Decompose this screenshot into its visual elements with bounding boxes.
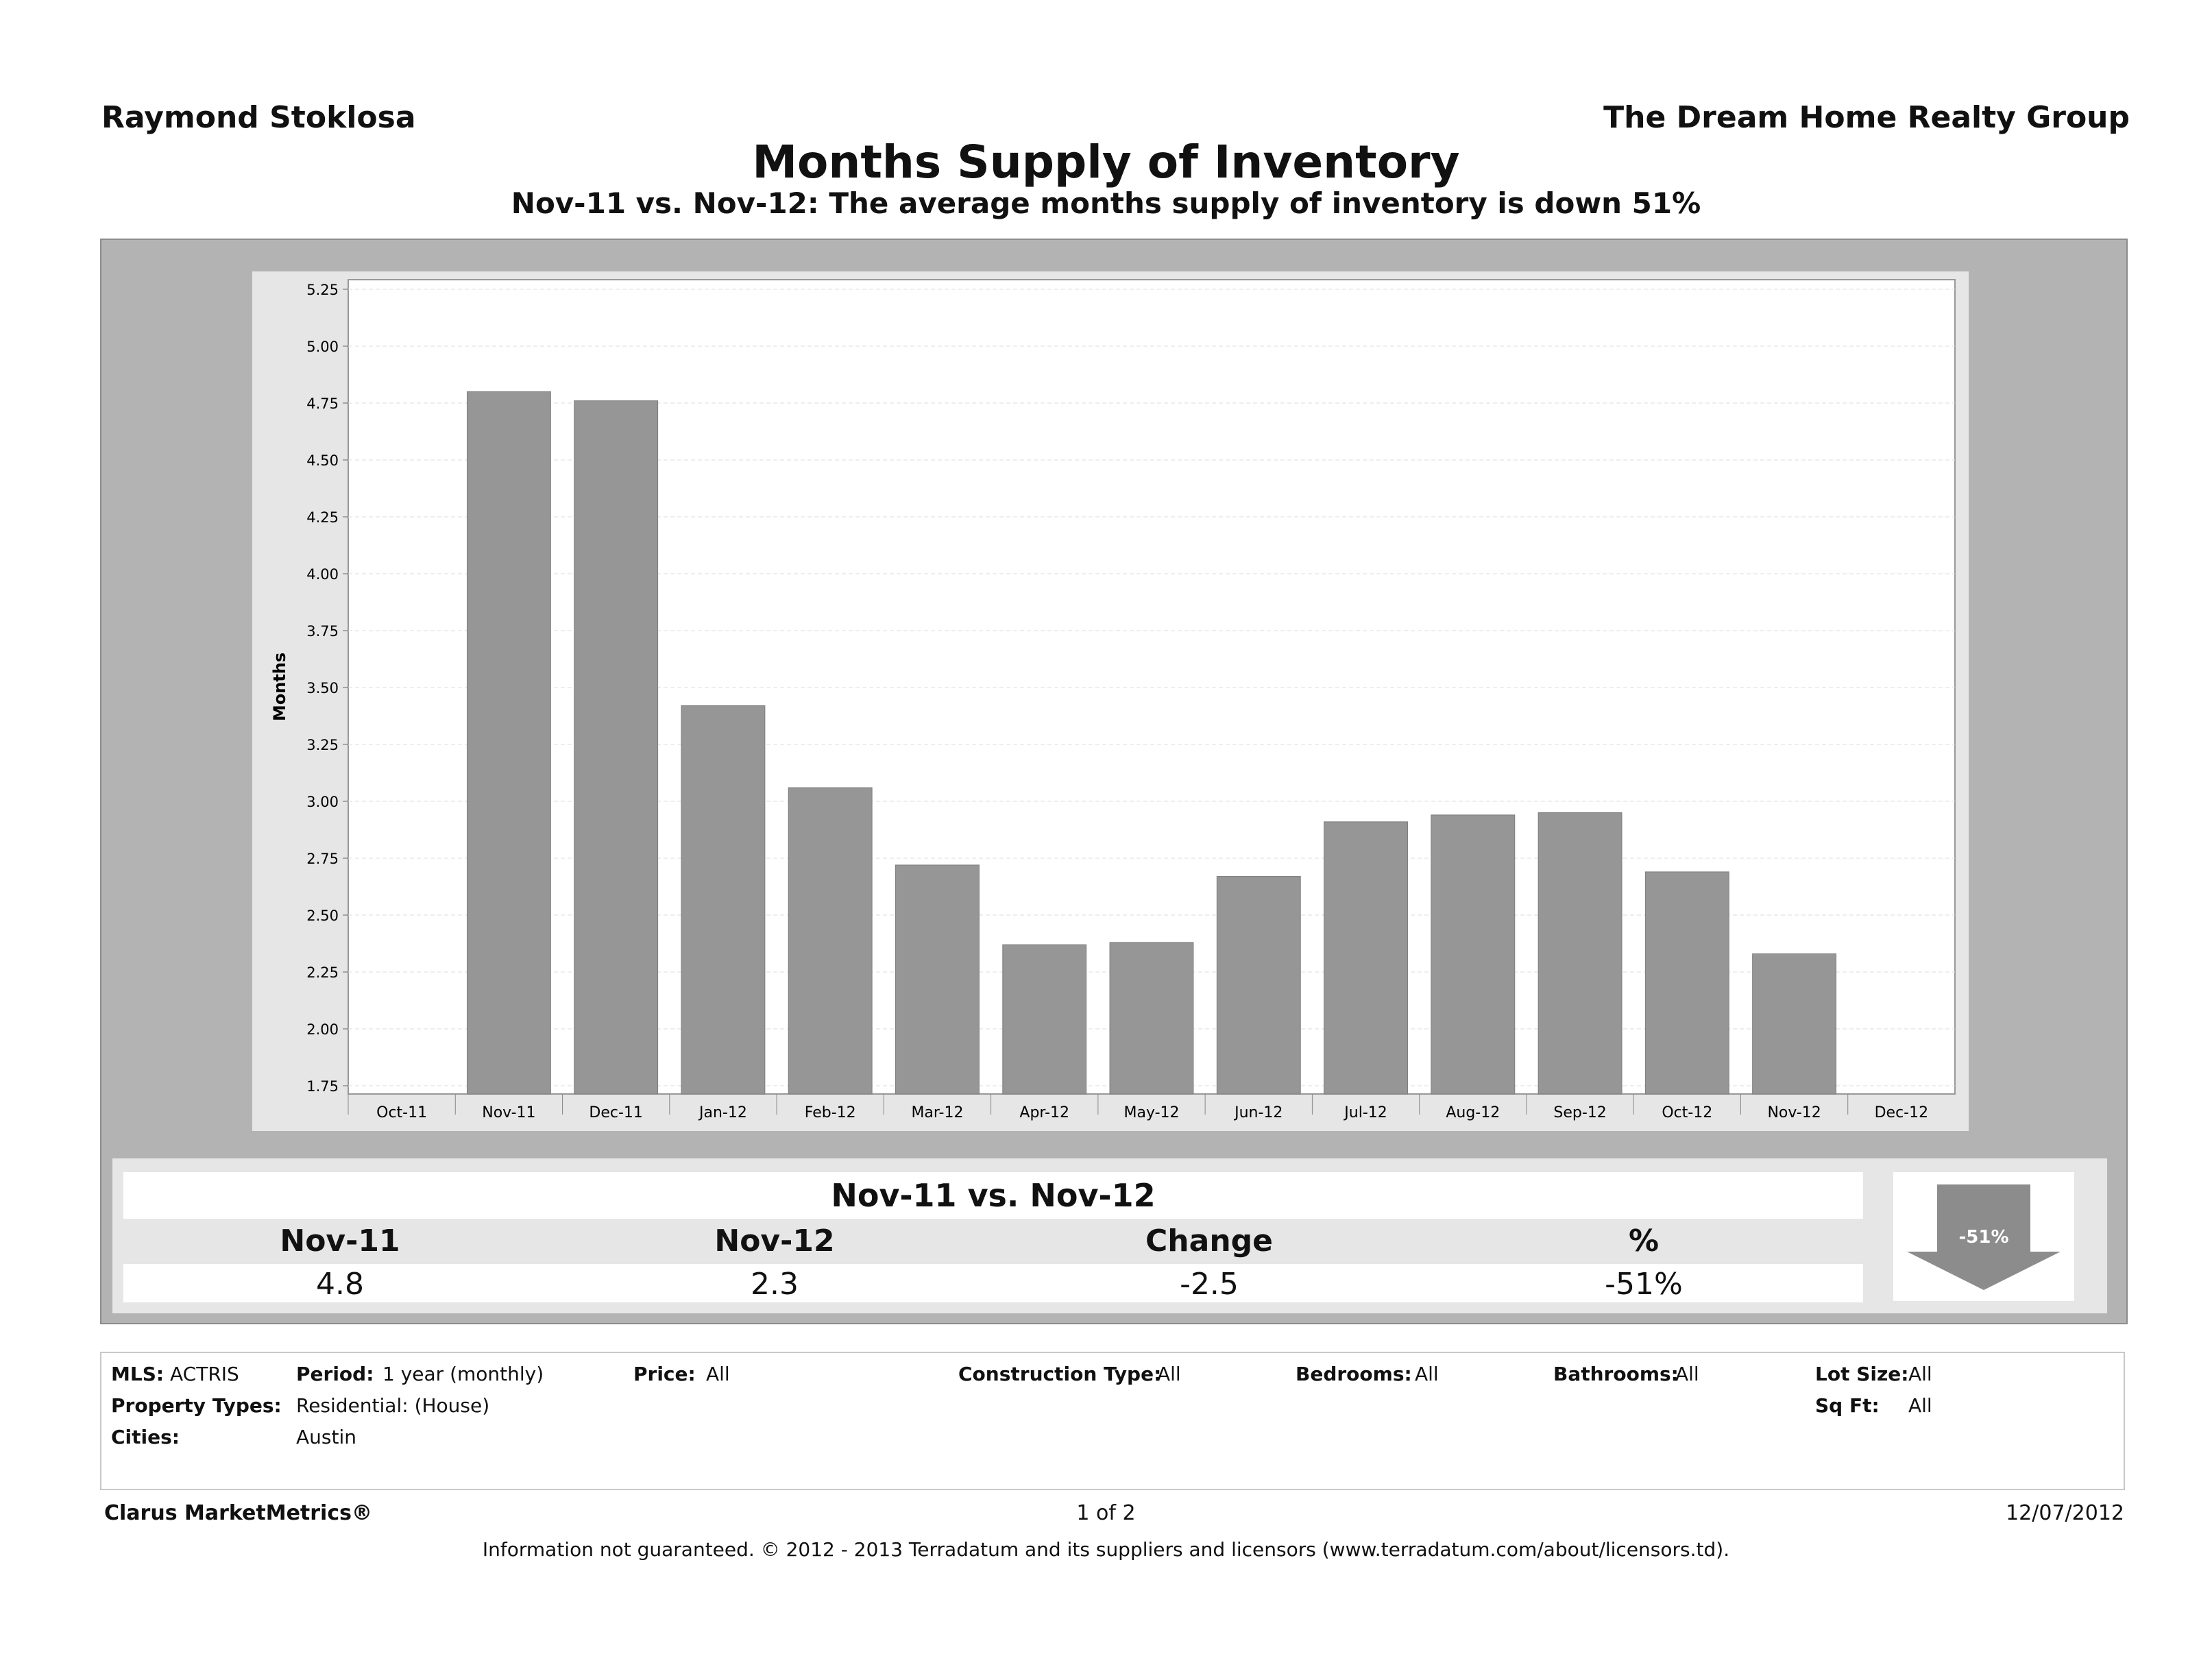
bar-nov-12	[1752, 953, 1837, 1095]
bedrooms-label: Bedrooms:	[1296, 1363, 1412, 1385]
bar-sep-12	[1538, 812, 1622, 1095]
footer-brand: Clarus MarketMetrics®	[104, 1501, 372, 1525]
summary-label-nov11: Nov-11	[280, 1224, 400, 1258]
lot-size-value: All	[1908, 1363, 1932, 1385]
period-label: Period:	[296, 1363, 374, 1385]
summary-value-change: -2.5	[1180, 1267, 1239, 1302]
bar-jun-12	[1216, 876, 1301, 1095]
bedrooms-value: All	[1415, 1363, 1439, 1385]
y-tick-label: 3.50	[306, 680, 339, 696]
construction-label: Construction Type:	[958, 1363, 1162, 1385]
bathrooms-value: All	[1675, 1363, 1699, 1385]
property-types-value: Residential: (House)	[296, 1394, 490, 1417]
x-tick-label: Aug-12	[1446, 1104, 1500, 1121]
bar-apr-12	[1002, 944, 1087, 1095]
price-value: All	[706, 1363, 730, 1385]
x-tick-label: Oct-12	[1662, 1104, 1712, 1121]
cities-value: Austin	[296, 1426, 356, 1448]
mls-label: MLS:	[111, 1363, 165, 1385]
disclaimer: Information not guaranteed. © 2012 - 201…	[482, 1538, 1730, 1561]
chart-title: Months Supply of Inventory	[752, 136, 1460, 189]
bar-dec-11	[574, 400, 659, 1095]
y-tick-label: 4.75	[306, 396, 339, 412]
x-tick-label: Oct-11	[376, 1104, 427, 1121]
arrow-percent-label: -51%	[1958, 1227, 2008, 1248]
property-types-label: Property Types:	[111, 1394, 282, 1417]
x-tick-label: Sep-12	[1553, 1104, 1606, 1121]
x-tick-label: Nov-11	[482, 1104, 535, 1121]
bar-aug-12	[1431, 814, 1516, 1095]
x-tick-label: Jul-12	[1343, 1104, 1387, 1121]
y-tick-label: 3.75	[306, 623, 339, 640]
page-number: 1 of 2	[1076, 1501, 1136, 1525]
y-tick-label: 3.00	[306, 794, 339, 810]
lot-size-label: Lot Size:	[1815, 1363, 1909, 1385]
summary-label-percent: %	[1628, 1224, 1660, 1258]
y-tick-label: 2.25	[306, 964, 339, 981]
y-tick-label: 2.00	[306, 1021, 339, 1038]
x-tick-label: Nov-12	[1767, 1104, 1821, 1121]
y-tick-label: 4.50	[306, 452, 339, 469]
criteria-box	[100, 1352, 2125, 1490]
x-tick-label: Dec-11	[589, 1104, 643, 1121]
x-tick-label: Feb-12	[805, 1104, 856, 1121]
bar-jan-12	[681, 705, 766, 1095]
bar-oct-12	[1644, 871, 1729, 1095]
cities-label: Cities:	[111, 1426, 180, 1448]
bar-chart: 1.75 2.00 2.25 2.50 2.75 3.00 3.25 3.50 3.75 4.00…	[270, 279, 1956, 1121]
bar-mar-12	[895, 864, 980, 1095]
x-tick-label: Apr-12	[1019, 1104, 1069, 1121]
price-label: Price:	[633, 1363, 696, 1385]
y-tick-label: 1.75	[306, 1078, 339, 1095]
y-axis-label: Months	[270, 653, 289, 721]
x-tick-label: Mar-12	[911, 1104, 963, 1121]
y-tick-label: 2.75	[306, 851, 339, 867]
y-tick-label: 5.00	[306, 339, 339, 355]
period-value: 1 year (monthly)	[382, 1363, 544, 1385]
y-tick-label: 3.25	[306, 737, 339, 753]
y-tick-label: 2.50	[306, 908, 339, 924]
x-tick-label: Jun-12	[1233, 1104, 1283, 1121]
bar-nov-11	[466, 391, 551, 1095]
bar-feb-12	[788, 787, 873, 1095]
y-tick-label: 4.00	[306, 566, 339, 583]
mls-value: ACTRIS	[170, 1363, 239, 1385]
x-tick-label: May-12	[1123, 1104, 1179, 1121]
summary-value-nov11: 4.8	[316, 1267, 364, 1302]
construction-value: All	[1157, 1363, 1181, 1385]
sqft-value: All	[1908, 1394, 1932, 1417]
sqft-label: Sq Ft:	[1815, 1394, 1880, 1417]
company-name: The Dream Home Realty Group	[1603, 100, 2130, 135]
y-tick-label: 4.25	[306, 509, 339, 526]
bathrooms-label: Bathrooms:	[1553, 1363, 1679, 1385]
report-date: 12/07/2012	[2006, 1501, 2124, 1525]
bar-may-12	[1109, 942, 1194, 1095]
y-tick-label: 5.25	[306, 282, 339, 298]
summary-label-nov12: Nov-12	[714, 1224, 835, 1258]
agent-name: Raymond Stoklosa	[101, 100, 416, 135]
summary-value-percent: -51%	[1605, 1267, 1683, 1302]
x-tick-label: Jan-12	[698, 1104, 747, 1121]
chart-subtitle: Nov-11 vs. Nov-12: The average months su…	[511, 186, 1701, 220]
x-tick-label: Dec-12	[1875, 1104, 1929, 1121]
summary-label-change: Change	[1145, 1224, 1273, 1258]
trend-arrow-box: -51%	[1893, 1172, 2074, 1301]
summary-values-row	[123, 1264, 1863, 1302]
down-arrow-icon: -51%	[1907, 1184, 2061, 1290]
summary-heading: Nov-11 vs. Nov-12	[123, 1172, 1863, 1219]
bar-jul-12	[1324, 821, 1408, 1095]
summary-value-nov12: 2.3	[751, 1267, 799, 1302]
